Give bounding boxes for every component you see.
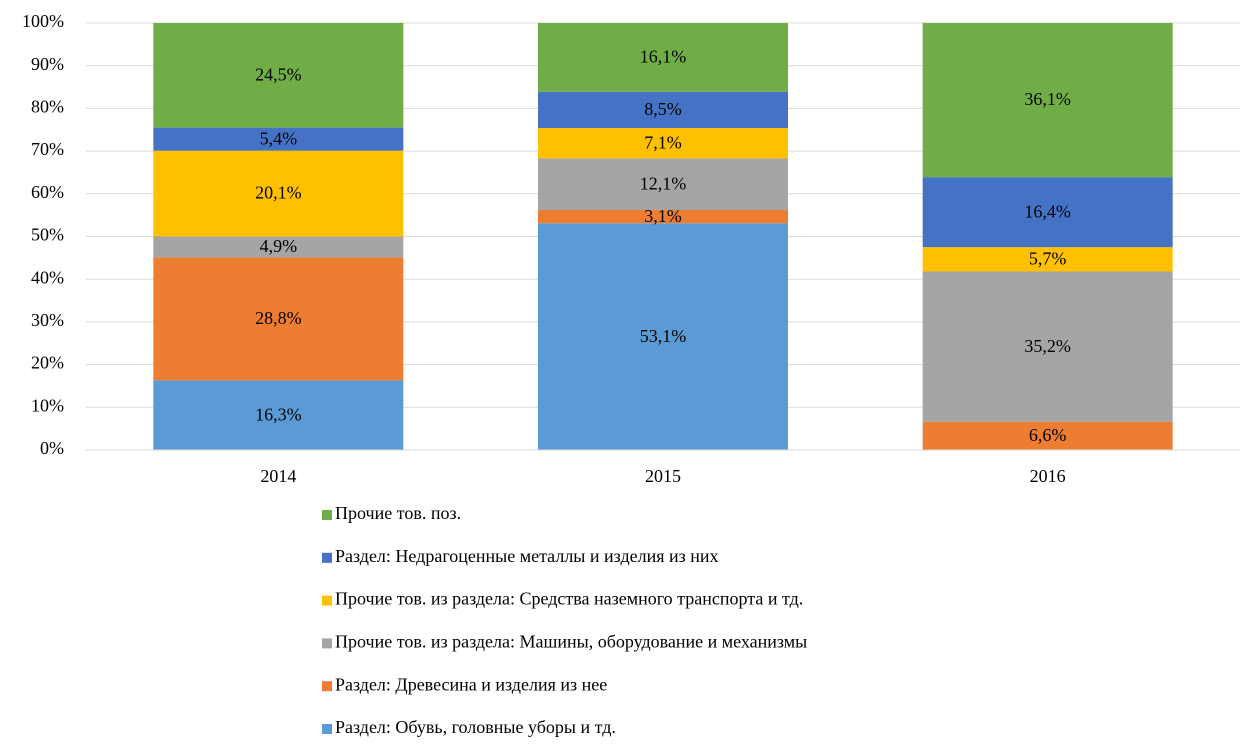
bar-segment [538, 128, 788, 159]
bar-segment [153, 127, 404, 151]
x-tick-label: 2015 [645, 466, 681, 486]
bar-segment [153, 257, 404, 381]
data-label: 53,1% [640, 326, 687, 346]
y-tick-label: 0% [40, 438, 64, 458]
y-tick-label: 100% [22, 11, 64, 31]
data-label: 16,3% [255, 404, 302, 424]
y-tick-label: 30% [31, 310, 64, 330]
data-label: 3,1% [644, 206, 682, 226]
data-label: 5,4% [260, 128, 298, 148]
y-tick-label: 90% [31, 54, 64, 74]
bar-segment [153, 236, 404, 258]
data-label: 6,6% [1029, 425, 1067, 445]
data-label: 5,7% [1029, 248, 1067, 268]
legend-swatch [322, 681, 332, 692]
y-tick-label: 20% [31, 353, 64, 373]
bar-segment [538, 210, 788, 224]
bar-segment [153, 23, 404, 128]
x-tick-label: 2016 [1030, 466, 1066, 486]
bar-segment [538, 23, 788, 92]
bar-segment [538, 158, 788, 211]
data-label: 16,4% [1024, 201, 1071, 221]
bar-segment [538, 91, 788, 129]
bar-segment [922, 421, 1173, 450]
legend-label: Прочие тов. поз. [335, 503, 461, 523]
data-label: 36,1% [1024, 89, 1071, 109]
legend-label: Прочие тов. из раздела: Машины, оборудов… [335, 632, 807, 652]
data-label: 24,5% [255, 64, 302, 84]
x-tick-label: 2014 [260, 466, 296, 486]
bar-segment [922, 23, 1173, 178]
y-tick-label: 10% [31, 395, 64, 415]
legend-label: Раздел: Древесина и изделия из нее [335, 674, 607, 694]
y-tick-label: 70% [31, 139, 64, 159]
bar-segment [922, 177, 1173, 248]
data-label: 12,1% [640, 173, 687, 193]
y-tick-label: 40% [31, 267, 64, 287]
data-label: 8,5% [644, 99, 682, 119]
bar-segment [538, 223, 788, 450]
bar-segment [153, 380, 404, 450]
legend-swatch [322, 724, 332, 734]
legend-label: Раздел: Недрагоценные металлы и изделия … [335, 546, 719, 566]
data-label: 20,1% [255, 183, 302, 203]
data-label: 16,1% [640, 46, 687, 66]
legend-label: Раздел: Обувь, головные уборы и тд. [335, 717, 616, 737]
y-tick-label: 80% [31, 97, 64, 117]
bar-segment [922, 271, 1173, 422]
bar-segment [153, 150, 404, 237]
data-label: 28,8% [255, 308, 302, 328]
y-tick-label: 50% [31, 225, 64, 245]
bar-segment [922, 247, 1173, 272]
y-tick-label: 60% [31, 182, 64, 202]
data-label: 7,1% [644, 132, 682, 152]
legend-swatch [322, 552, 332, 563]
data-label: 4,9% [260, 236, 298, 256]
legend-swatch [322, 510, 332, 520]
data-label: 35,2% [1024, 336, 1071, 356]
legend-swatch [322, 595, 332, 606]
legend-label: Прочие тов. из раздела: Средства наземно… [335, 589, 803, 609]
legend-swatch [322, 638, 332, 649]
